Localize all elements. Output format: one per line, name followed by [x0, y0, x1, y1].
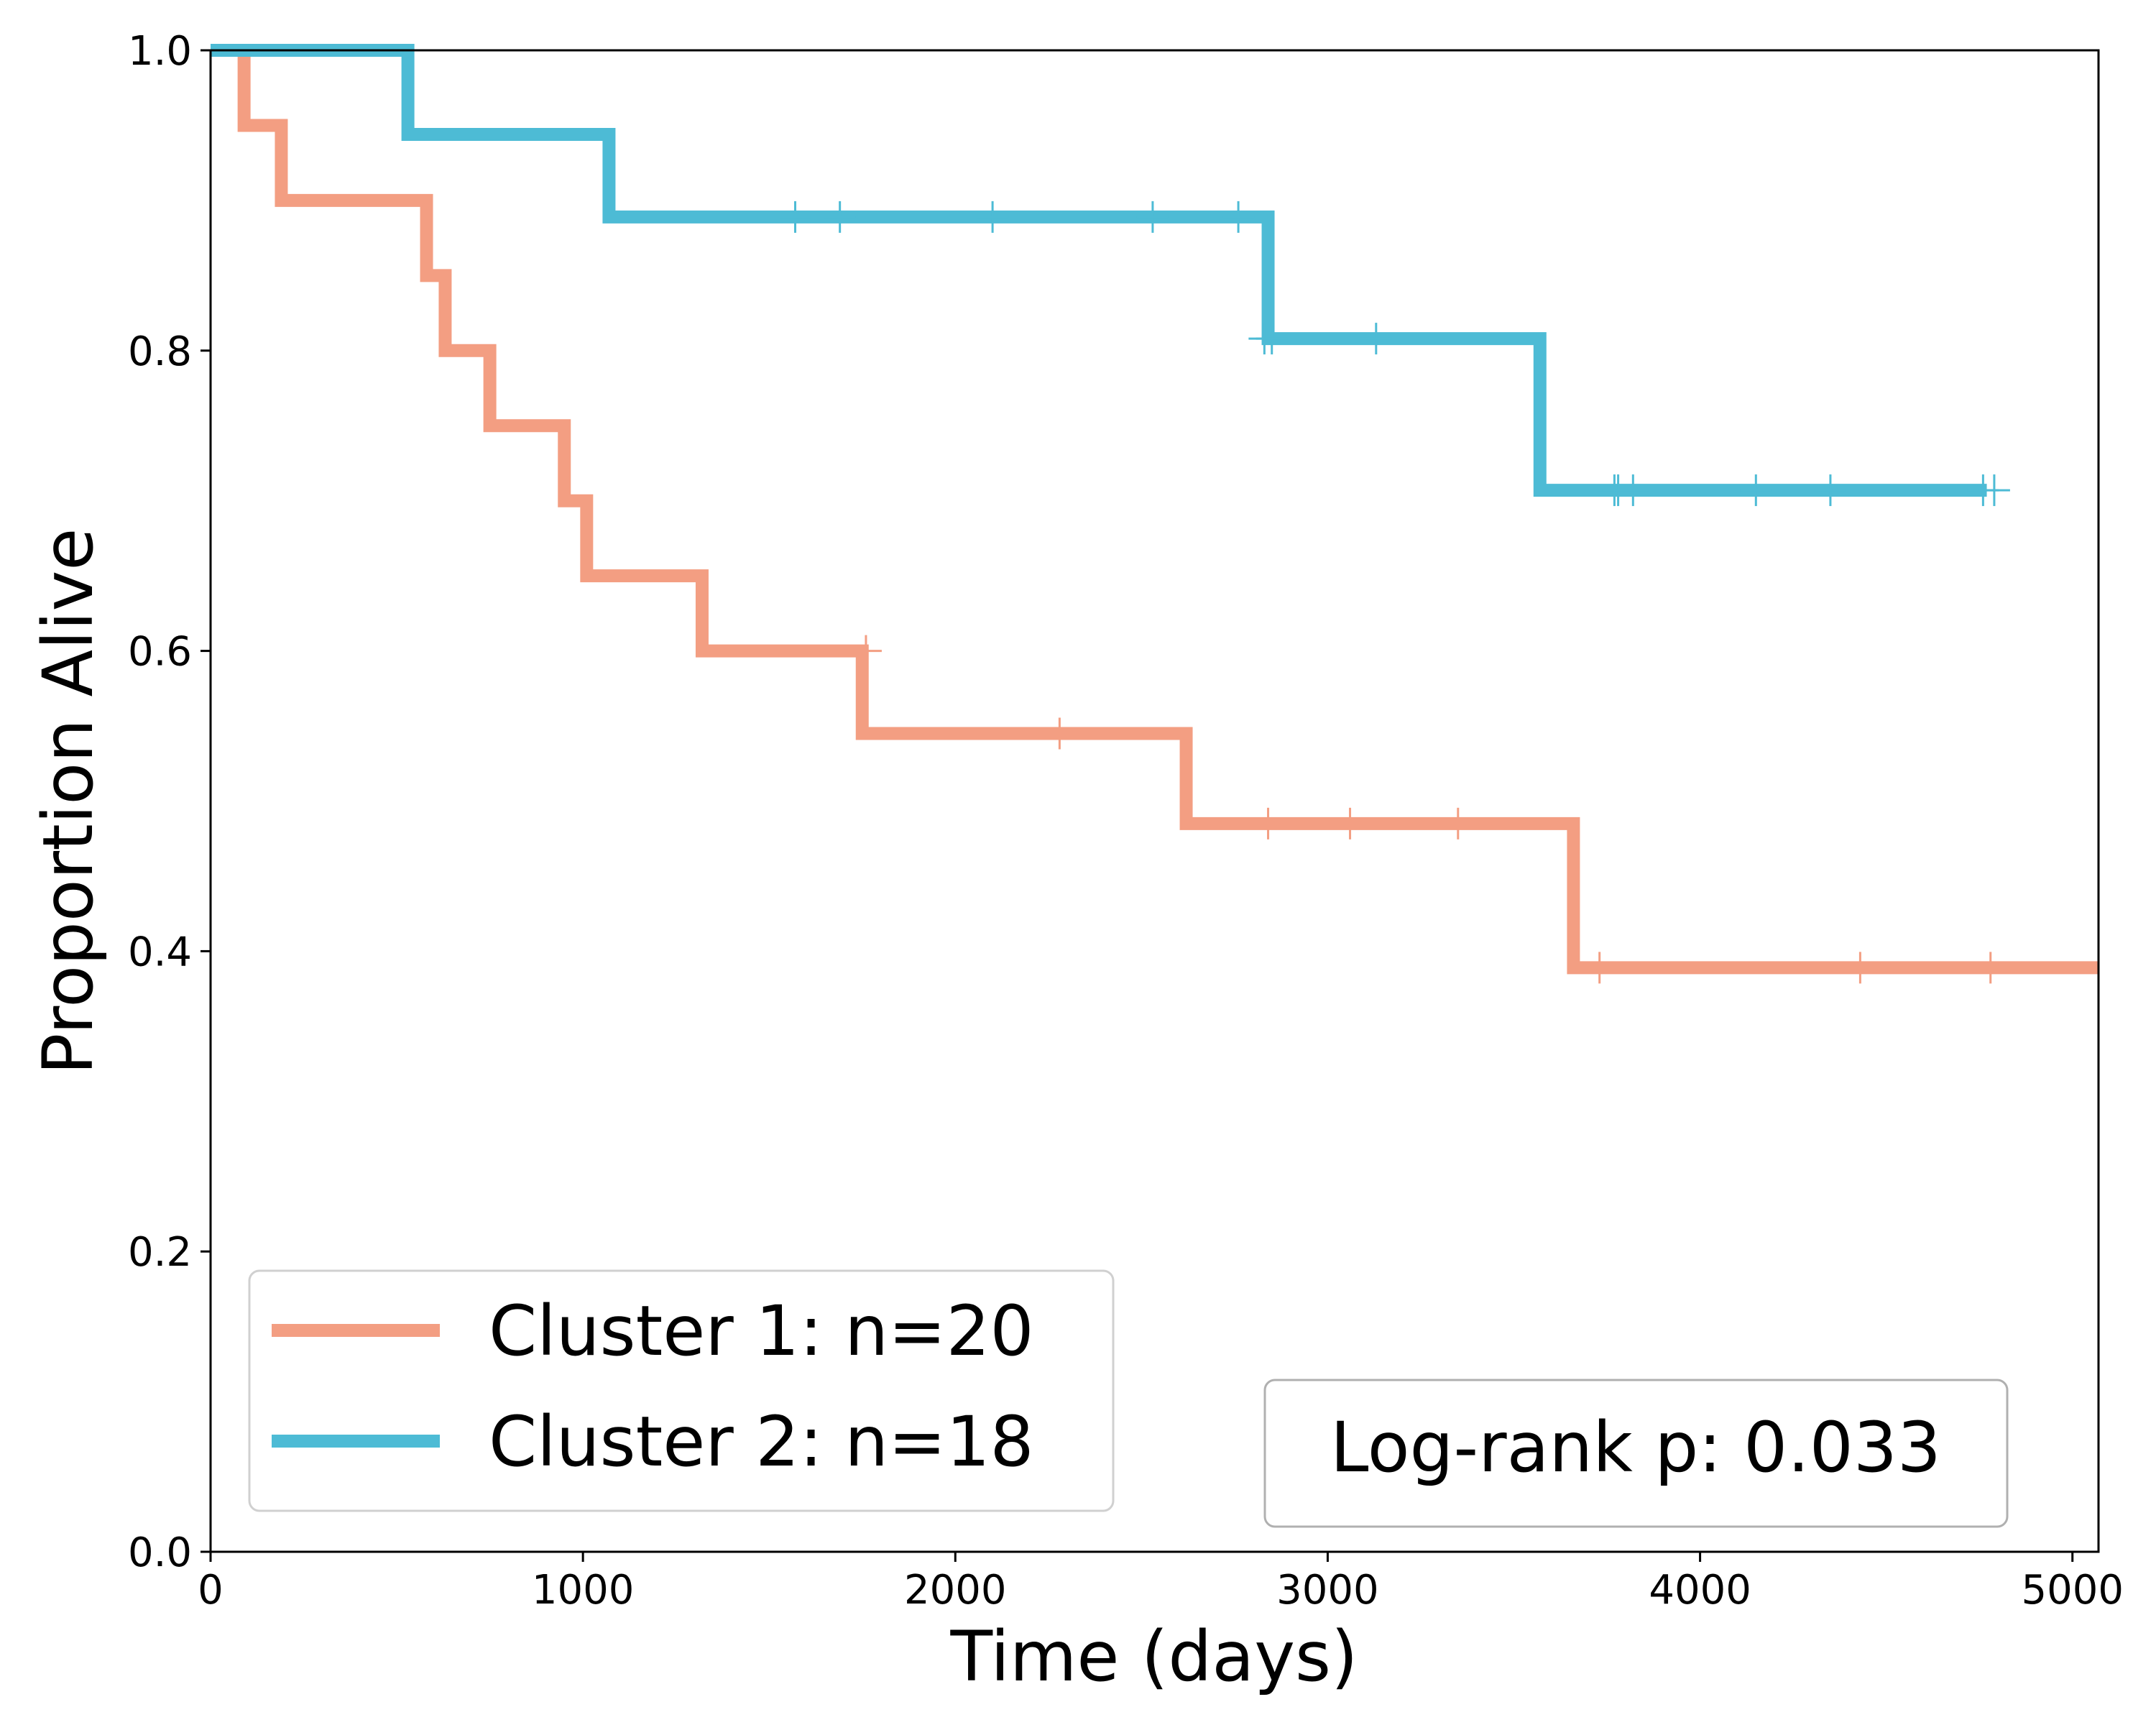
y-tick-label: 0.4	[128, 929, 192, 975]
pvalue-annotation: Log-rank p: 0.033	[1263, 1379, 2009, 1528]
x-tick-label: 2000	[904, 1567, 1007, 1614]
x-tick-label: 4000	[1649, 1567, 1751, 1614]
legend-label-cluster-2: Cluster 2: n=18	[489, 1402, 1034, 1482]
pvalue-text: Log-rank p: 0.033	[1330, 1407, 1941, 1488]
x-tick-label: 5000	[2021, 1567, 2124, 1614]
legend: Cluster 1: n=20 Cluster 2: n=18	[248, 1269, 1115, 1512]
series-cluster-1	[211, 44, 2099, 984]
survival-curve-cluster-2	[211, 44, 1987, 497]
pvalue-box	[1263, 1379, 2009, 1528]
y-tick-label: 1.0	[128, 28, 192, 75]
legend-box	[248, 1269, 1115, 1512]
y-tick-label: 0.0	[128, 1530, 192, 1576]
plot-frame	[209, 49, 2100, 1553]
survival-curve-cluster-1	[211, 44, 2099, 975]
x-axis-label: Time (days)	[950, 1616, 1358, 1697]
x-tick-label: 1000	[532, 1567, 635, 1614]
series-cluster-2	[211, 44, 2010, 507]
x-tick-label: 3000	[1276, 1567, 1379, 1614]
x-tick-label: 0	[198, 1567, 224, 1614]
legend-label-cluster-1: Cluster 1: n=20	[489, 1291, 1034, 1371]
y-tick-label: 0.6	[128, 629, 192, 676]
y-tick-label: 0.2	[128, 1229, 192, 1276]
y-axis-label: Proportion Alive	[28, 528, 109, 1075]
tick-layer: 0 1000 2000 3000 4000 5000 0.0 0.2 0.4 0.6 0.8 1.0	[128, 28, 2124, 1614]
series-layer	[211, 44, 2099, 984]
y-tick-label: 0.8	[128, 328, 192, 375]
